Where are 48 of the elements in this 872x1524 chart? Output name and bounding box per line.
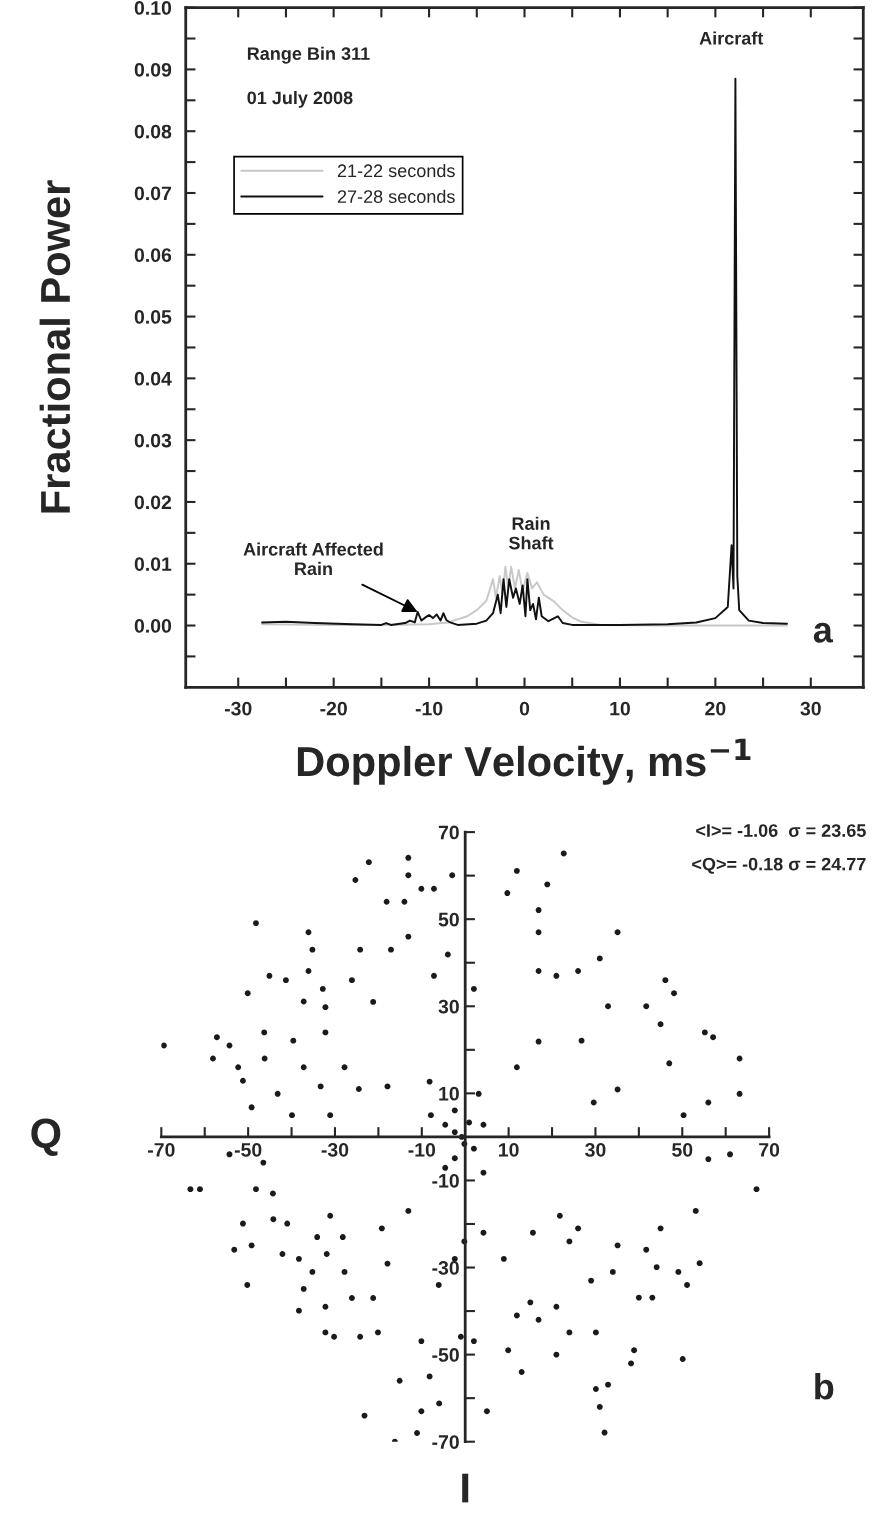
x-axis-title: Doppler Velocity, ms$^{−1}$ (297, 738, 751, 785)
x-tick-label: 10 (499, 1142, 519, 1157)
y-tick-label: 0.10 (134, 1, 172, 15)
y-tick-label: 0.09 (134, 62, 172, 77)
y-tick-label: 0.05 (134, 310, 172, 324)
annotation: 01 July 2008 (247, 90, 353, 108)
annotation: Aircraft Affected Rain (243, 542, 383, 576)
x-tick-label: -50 (234, 1142, 262, 1157)
annotation: a (813, 622, 834, 643)
x-tick-label: -10 (415, 701, 443, 716)
x-tick-label: 70 (759, 1142, 780, 1157)
annotation: Aircraft (699, 31, 764, 45)
annotation: Range Bin 311 (247, 46, 370, 64)
y-tick-label: 70 (438, 825, 459, 840)
annotation: Rain Shaft (508, 516, 554, 550)
x-tick-label: 10 (610, 701, 630, 716)
y-tick-label: 0.08 (134, 124, 172, 139)
y-axis-title: Fractional Power (39, 180, 71, 513)
y-tick-label: -70 (432, 1435, 459, 1449)
annotation: <Q>= -0.18 σ = 24.77 (692, 857, 866, 874)
legend-label: 27-28 seconds (337, 189, 455, 204)
y-tick-label: 0.07 (134, 186, 171, 201)
x-tick-label: 20 (705, 701, 726, 716)
y-tick-label: 50 (438, 912, 459, 927)
x-tick-label: -30 (321, 1142, 349, 1157)
x-tick-label: -10 (408, 1142, 436, 1157)
text: b (815, 1373, 834, 1400)
x-tick-label: 0 (519, 701, 530, 716)
y-tick-label: 0.04 (134, 371, 172, 386)
y-axis-title: Q (31, 1118, 61, 1156)
x-tick-label: -20 (320, 701, 347, 716)
annotation: <I>= -1.06 σ = 23.65 (696, 824, 866, 837)
y-tick-label: 0.00 (134, 619, 172, 633)
y-tick-label: 0.03 (134, 433, 172, 448)
x-axis-title: I (462, 1473, 469, 1503)
x-tick-label: 30 (585, 1142, 606, 1157)
y-tick-label: -50 (432, 1348, 459, 1362)
y-tick-label: 30 (438, 999, 459, 1014)
y-tick-label: 0.06 (134, 248, 172, 263)
y-tick-label: 0.02 (134, 495, 172, 510)
y-tick-label: -10 (432, 1173, 459, 1188)
y-tick-label: 10 (439, 1086, 459, 1101)
x-tick-label: -30 (224, 701, 252, 716)
x-tick-label: 50 (672, 1142, 693, 1157)
y-tick-label: 0.01 (134, 557, 172, 571)
y-tick-label: -30 (432, 1261, 459, 1275)
legend-label: 21-22 seconds (337, 163, 455, 178)
x-tick-label: 30 (800, 701, 821, 716)
